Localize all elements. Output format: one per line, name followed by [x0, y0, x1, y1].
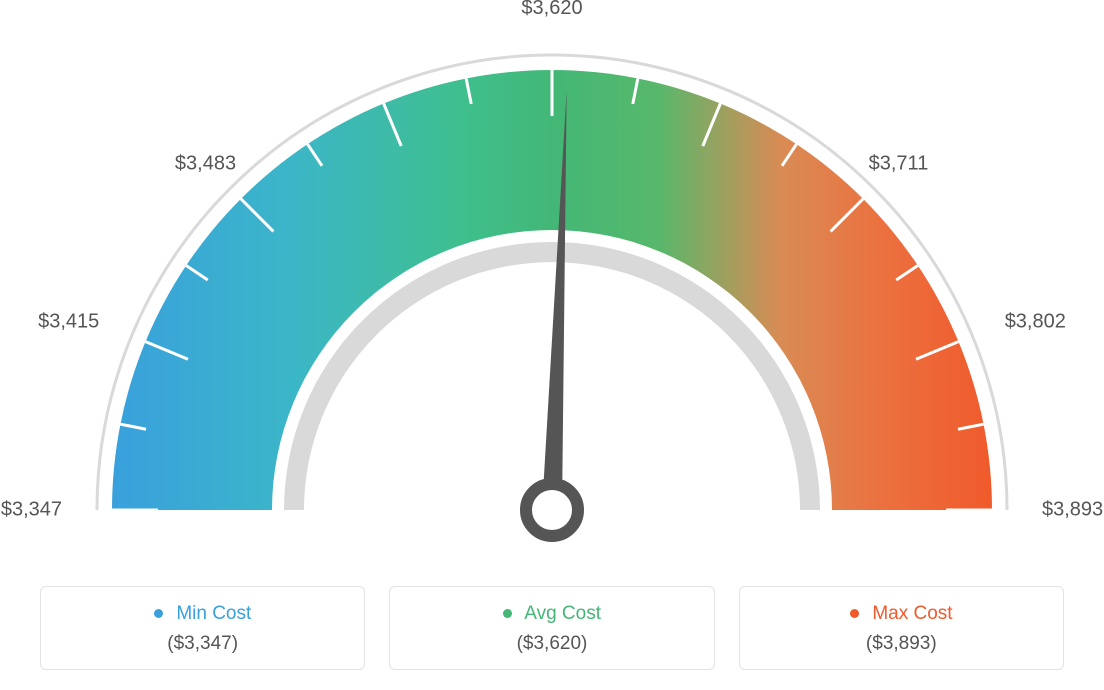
gauge-area: $3,347 $3,415 $3,483 $3,620 $3,711 $3,802 $3,8…	[0, 0, 1104, 560]
gauge-tick-label: $3,711	[869, 152, 929, 175]
gauge-svg	[0, 0, 1104, 560]
min-cost-value: ($3,347)	[53, 633, 352, 655]
max-dot-icon	[850, 609, 859, 618]
min-cost-title: Min Cost	[53, 603, 352, 625]
gauge-tick-label: $3,620	[521, 0, 582, 20]
summary-cards: Min Cost ($3,347) Avg Cost ($3,620) Max …	[40, 586, 1064, 670]
max-cost-card: Max Cost ($3,893)	[739, 586, 1064, 670]
gauge-tick-label: $3,415	[38, 311, 99, 334]
gauge-tick-label: $3,347	[1, 499, 62, 522]
avg-cost-title: Avg Cost	[402, 603, 701, 625]
min-dot-icon	[154, 609, 163, 618]
min-cost-card: Min Cost ($3,347)	[40, 586, 365, 670]
gauge-tick-label: $3,483	[175, 152, 236, 175]
gauge-tick-label: $3,893	[1042, 499, 1103, 522]
max-cost-label: Max Cost	[872, 603, 952, 624]
max-cost-title: Max Cost	[752, 603, 1051, 625]
min-cost-label: Min Cost	[176, 603, 251, 624]
avg-cost-value: ($3,620)	[402, 633, 701, 655]
avg-cost-card: Avg Cost ($3,620)	[389, 586, 714, 670]
avg-cost-label: Avg Cost	[524, 603, 601, 624]
max-cost-value: ($3,893)	[752, 633, 1051, 655]
avg-dot-icon	[503, 609, 512, 618]
gauge-tick-label: $3,802	[1005, 311, 1066, 334]
gauge-chart-container: $3,347 $3,415 $3,483 $3,620 $3,711 $3,802 $3,8…	[0, 0, 1104, 690]
